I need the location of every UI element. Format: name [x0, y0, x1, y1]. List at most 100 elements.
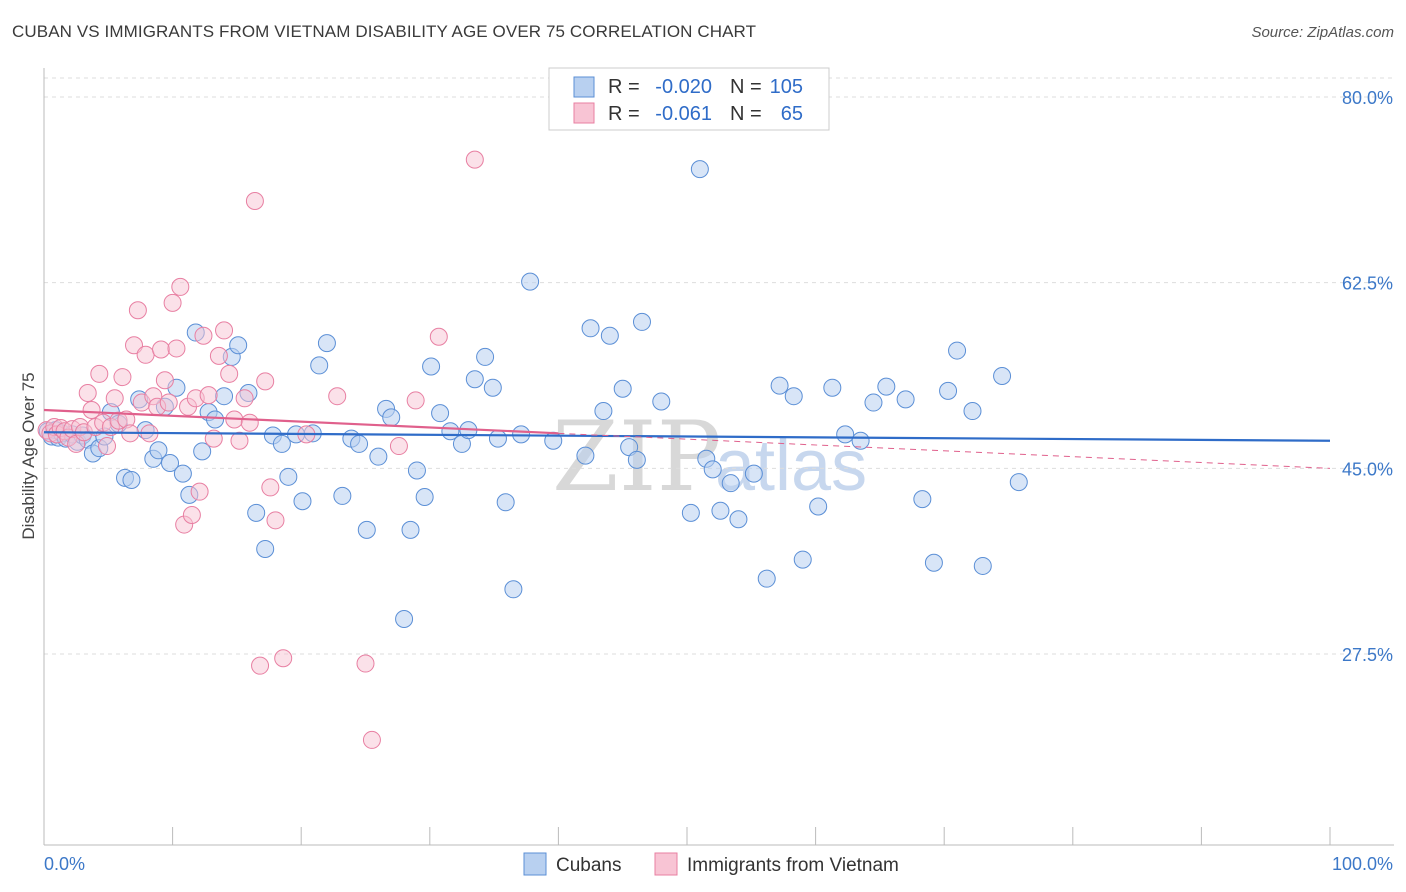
legend-frame: [548, 67, 830, 131]
bottom-legend-cubans: Cubans: [556, 855, 622, 876]
vietnam-point: [159, 393, 178, 412]
cubans-point: [721, 474, 740, 493]
vietnam-point: [220, 364, 239, 383]
cubans-point: [793, 550, 812, 569]
vietnam-point: [215, 321, 234, 340]
cubans-point: [576, 446, 595, 465]
cubans-point: [465, 370, 484, 389]
cubans-point: [703, 460, 722, 479]
cubans-point: [407, 461, 426, 480]
y-tick-label: 27.5%: [1342, 645, 1393, 665]
cubans-point: [415, 487, 434, 506]
vietnam-point: [230, 431, 249, 450]
y-tick-label: 80.0%: [1342, 88, 1393, 108]
bottom-legend-swatch-vietnam: [654, 852, 678, 876]
vietnam-point: [274, 649, 293, 668]
vietnam-point: [209, 346, 228, 365]
cubans-point: [896, 390, 915, 409]
cubans-point: [122, 471, 141, 490]
vietnam-point: [235, 389, 254, 408]
cubans-point: [836, 425, 855, 444]
vietnam-point: [429, 327, 448, 346]
cubans-point: [173, 464, 192, 483]
cubans-point: [256, 539, 275, 558]
cubans-point: [310, 356, 329, 375]
cubans-point: [594, 402, 613, 421]
vietnam-point: [251, 656, 270, 675]
vietnam-point: [167, 339, 186, 358]
cubans-point: [613, 379, 632, 398]
legend-r-label-2: R =: [608, 103, 640, 125]
cubans-point: [744, 464, 763, 483]
vietnam-point: [136, 345, 155, 364]
vietnam-point: [125, 336, 144, 355]
cubans-point: [627, 450, 646, 469]
cubans-point: [229, 336, 248, 355]
cubans-point: [333, 486, 352, 505]
x-tick-label-min: 0.0%: [44, 854, 85, 874]
cubans-point: [504, 580, 523, 599]
legend-r-value-1: -0.020: [655, 76, 712, 98]
cubans-point: [973, 556, 992, 575]
cubans-point: [690, 160, 709, 179]
cubans-point: [711, 501, 730, 520]
vietnam-point: [389, 437, 408, 456]
cubans-point: [422, 357, 441, 376]
cubans-point: [369, 447, 388, 466]
cubans-point: [431, 404, 450, 423]
cubans-point: [382, 408, 401, 427]
cubans-point: [357, 520, 376, 539]
cubans-point: [784, 387, 803, 406]
vietnam-point: [266, 511, 285, 530]
x-tick-marks: [43, 827, 1331, 845]
legend-box: R = -0.020 N = 105 R = -0.061 N = 65: [548, 67, 830, 131]
cubans-point: [293, 492, 312, 511]
vietnam-point: [171, 277, 190, 296]
legend-swatch-cubans: [573, 76, 595, 98]
legend-n-value-1: 105: [770, 76, 803, 98]
cubans-point: [851, 431, 870, 450]
vietnam-point: [163, 293, 182, 312]
y-axis-label: Disability Age Over 75: [19, 372, 38, 539]
axes: [43, 68, 1394, 846]
vietnam-point: [182, 506, 201, 525]
cubans-point: [600, 326, 619, 345]
cubans-point: [476, 347, 495, 366]
cubans-point: [272, 434, 291, 453]
vietnam-point: [194, 326, 213, 345]
vietnam-point: [261, 478, 280, 497]
cubans-point: [681, 503, 700, 522]
cubans-point: [149, 441, 168, 460]
legend-swatch-vietnam: [573, 102, 595, 124]
cubans-point: [161, 454, 180, 473]
cubans-point: [864, 393, 883, 412]
cubans-point: [913, 490, 932, 509]
vietnam-point: [152, 340, 171, 359]
bottom-legend-swatch-cubans: [523, 852, 547, 876]
legend-n-value-2: 65: [781, 103, 803, 125]
vietnam-point: [90, 364, 109, 383]
cubans-point: [247, 503, 266, 522]
cubans-point: [757, 569, 776, 588]
cubans-trend-line: [43, 431, 1331, 442]
vietnam-point: [240, 413, 259, 432]
legend-n-label-2: N =: [730, 103, 762, 125]
cubans-point: [496, 493, 515, 512]
cubans-point: [877, 377, 896, 396]
vietnam-trend-line: [43, 408, 559, 435]
chart-title: CUBAN VS IMMIGRANTS FROM VIETNAM DISABIL…: [12, 22, 757, 41]
cubans-point: [823, 378, 842, 397]
bottom-legend-vietnam: Immigrants from Vietnam: [687, 855, 899, 876]
vietnam-point: [113, 368, 132, 387]
cubans-point: [401, 520, 420, 539]
cubans-point: [939, 381, 958, 400]
vietnam-points: [37, 150, 484, 749]
cubans-point: [924, 553, 943, 572]
cubans-point: [993, 367, 1012, 386]
cubans-point: [581, 319, 600, 338]
cubans-point: [809, 497, 828, 516]
vietnam-point: [82, 400, 101, 419]
y-tick-label: 45.0%: [1342, 459, 1393, 479]
cubans-point: [729, 510, 748, 529]
